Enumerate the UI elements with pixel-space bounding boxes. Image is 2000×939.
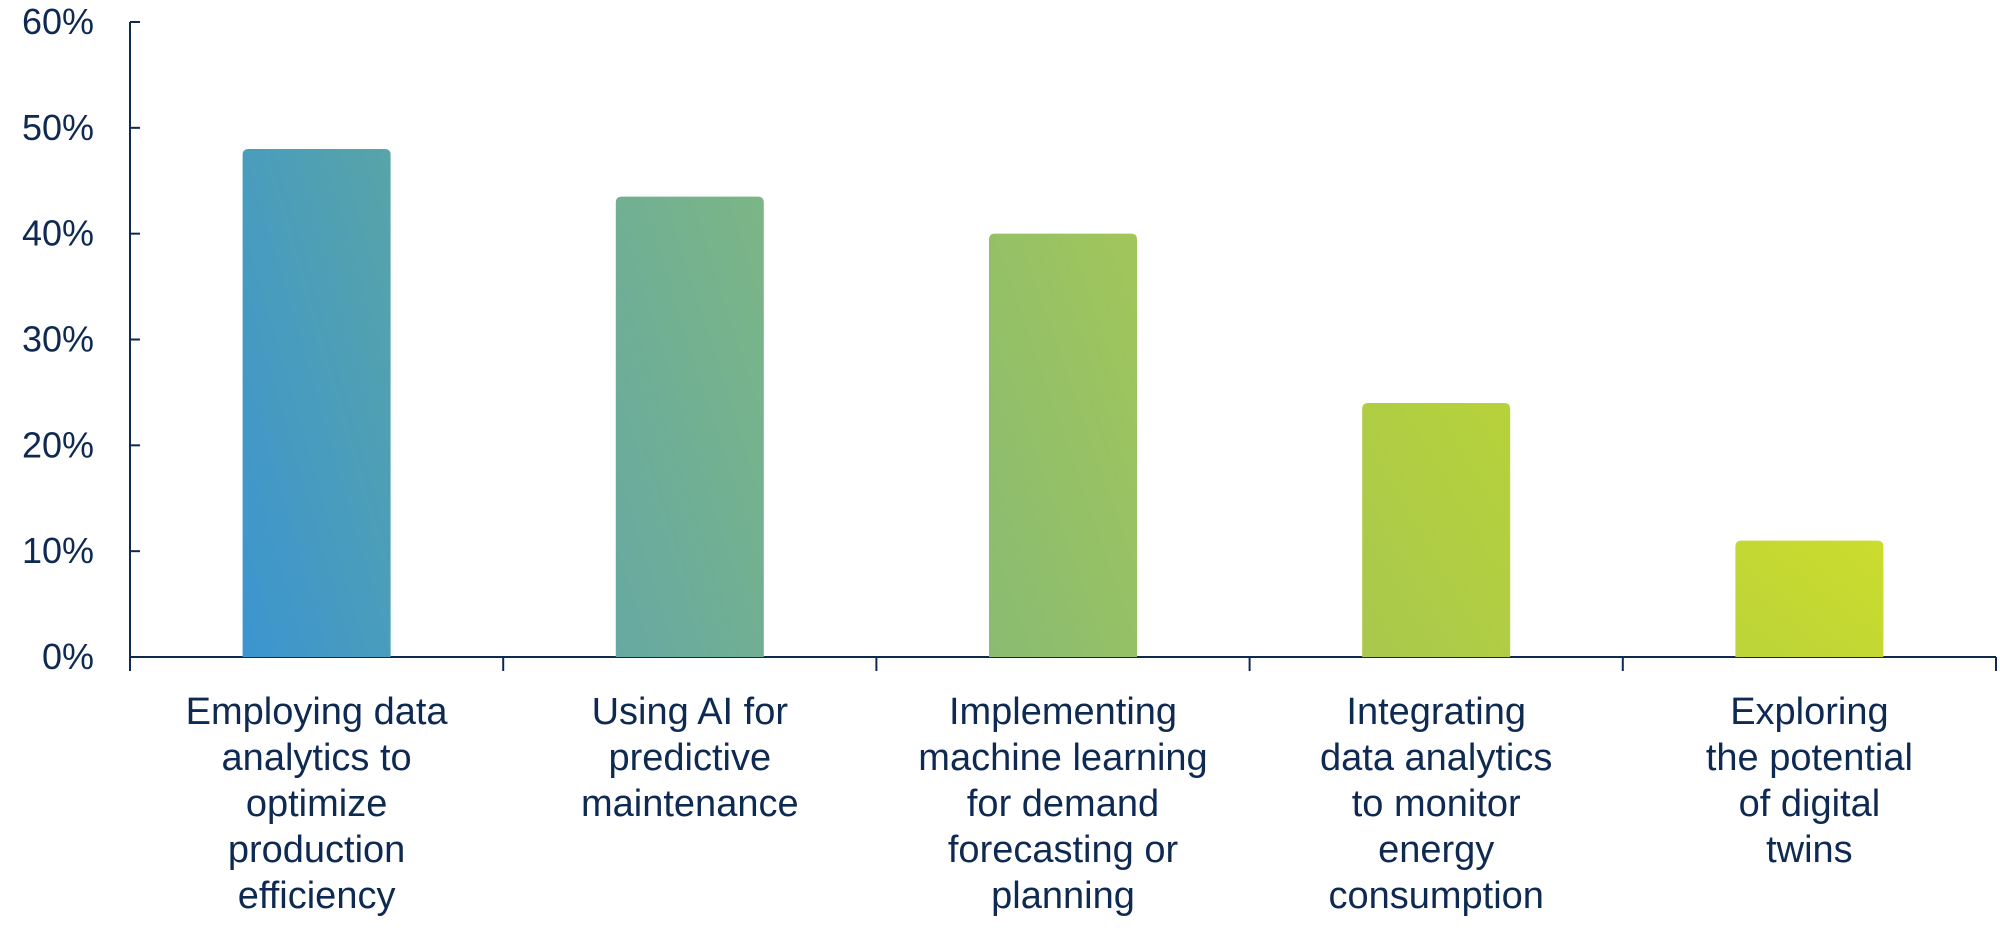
category-label-line: Using AI for xyxy=(592,691,789,733)
x-category-label: Exploring the potential of digital twins xyxy=(1706,691,1913,871)
category-label-line: Integrating xyxy=(1346,691,1526,733)
category-label-line: for demand xyxy=(967,783,1159,825)
category-label-line: of digital xyxy=(1739,783,1881,825)
x-category-label: Using AI for predictive maintenance xyxy=(581,691,799,825)
x-axis xyxy=(129,656,1997,671)
category-label-line: analytics to xyxy=(222,737,412,779)
y-tick-label: 20% xyxy=(22,424,94,465)
x-category-label: Employing data analytics to optimize produc… xyxy=(186,691,449,917)
y-tick-label: 40% xyxy=(22,213,94,254)
category-label-line: efficiency xyxy=(238,875,396,917)
category-label-line: predictive xyxy=(608,737,771,779)
category-label-line: Employing data xyxy=(186,691,449,733)
x-category-label: Implementing machine learning for demand fo… xyxy=(918,691,1207,917)
y-tick-label: 10% xyxy=(22,530,94,571)
category-label-line: the potential xyxy=(1706,737,1913,779)
bar xyxy=(1362,403,1511,657)
category-label-line: planning xyxy=(991,875,1135,917)
bar xyxy=(615,196,764,657)
x-category-label: Integrating data analytics to monitor energ… xyxy=(1320,691,1552,917)
category-label-line: machine learning xyxy=(918,737,1207,779)
category-label-line: Exploring xyxy=(1730,691,1888,733)
y-tick-label: 60% xyxy=(22,1,94,42)
category-label-line: data analytics xyxy=(1320,737,1552,779)
bar xyxy=(989,233,1137,657)
bars xyxy=(242,149,1884,657)
category-label-line: twins xyxy=(1766,829,1853,871)
bar xyxy=(1735,540,1884,657)
category-label-line: optimize xyxy=(246,783,388,825)
y-tick-label: 30% xyxy=(22,319,94,360)
category-label-line: energy xyxy=(1378,829,1494,871)
category-label-line: Implementing xyxy=(949,691,1177,733)
y-tick-label: 50% xyxy=(22,107,94,148)
category-label-line: maintenance xyxy=(581,783,799,825)
bar xyxy=(242,149,391,657)
category-label-line: production xyxy=(228,829,405,871)
y-axis: 0% 10% 20% 30% 40% 50% 60% xyxy=(22,1,140,677)
y-tick-label: 0% xyxy=(42,636,94,677)
category-label-line: forecasting or xyxy=(948,829,1179,871)
category-labels: Employing data analytics to optimize produc… xyxy=(186,691,1913,917)
category-label-line: to monitor xyxy=(1352,783,1521,825)
category-label-line: consumption xyxy=(1328,875,1543,917)
